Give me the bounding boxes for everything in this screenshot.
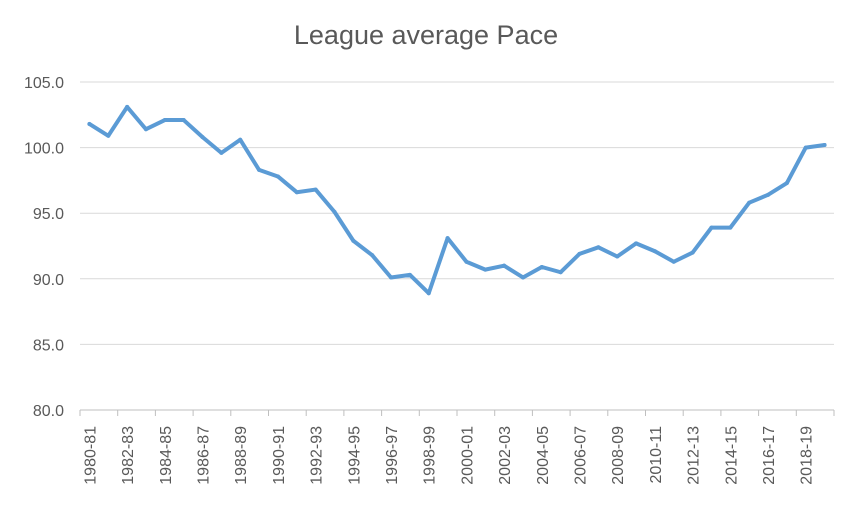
data-point xyxy=(596,245,601,250)
data-point xyxy=(520,275,525,280)
data-point xyxy=(803,145,808,150)
chart-title: League average Pace xyxy=(294,20,558,50)
y-tick-label: 80.0 xyxy=(33,403,64,420)
data-point xyxy=(483,267,488,272)
x-tick-label: 2006-07 xyxy=(573,426,590,485)
data-point xyxy=(766,192,771,197)
x-axis xyxy=(79,409,835,416)
data-point xyxy=(577,251,582,256)
data-point xyxy=(728,225,733,230)
y-tick-label: 95.0 xyxy=(33,206,64,223)
series-layer xyxy=(87,104,827,296)
data-point xyxy=(389,275,394,280)
data-point xyxy=(615,254,620,259)
data-point xyxy=(125,104,130,109)
series-line xyxy=(87,104,827,296)
data-point xyxy=(652,249,657,254)
x-tick-label: 2014-15 xyxy=(723,426,740,485)
x-tick-label: 2018-19 xyxy=(799,426,816,485)
x-tick-label: 2000-01 xyxy=(459,426,476,485)
data-point xyxy=(634,241,639,246)
x-tick-label: 1990-91 xyxy=(271,426,288,485)
x-tick-label: 1994-95 xyxy=(346,426,363,485)
data-point xyxy=(690,250,695,255)
data-point xyxy=(539,264,544,269)
data-point xyxy=(445,236,450,241)
x-tick-label: 1996-97 xyxy=(384,426,401,485)
data-point xyxy=(464,259,469,264)
data-point xyxy=(181,118,186,123)
data-point xyxy=(709,225,714,230)
x-axis-tick-labels: 1980-81 1982-83 1984-85 1986-87 1988-89 1990-… xyxy=(82,426,815,485)
y-tick-label: 105.0 xyxy=(24,75,64,92)
x-tick-label: 1998-99 xyxy=(422,426,439,485)
y-tick-label: 85.0 xyxy=(33,337,64,354)
data-point xyxy=(238,137,243,142)
data-point xyxy=(671,259,676,264)
x-tick-label: 2010-11 xyxy=(648,426,665,484)
data-point xyxy=(502,263,507,268)
x-tick-label: 1992-93 xyxy=(309,426,326,485)
x-tick-label: 1980-81 xyxy=(82,426,99,485)
data-point xyxy=(822,142,827,147)
data-point xyxy=(332,209,337,214)
data-point xyxy=(106,133,111,138)
data-point xyxy=(407,272,412,277)
data-point xyxy=(200,135,205,140)
x-tick-label: 1982-83 xyxy=(120,426,137,485)
data-point xyxy=(219,150,224,155)
x-tick-label: 2004-05 xyxy=(535,426,552,485)
y-axis-tick-labels: 80.0 85.0 90.0 95.0 100.0 105.0 xyxy=(24,75,64,420)
x-tick-label: 1986-87 xyxy=(196,426,213,485)
data-point xyxy=(351,238,356,243)
x-tick-label: 2016-17 xyxy=(761,426,778,485)
data-point xyxy=(558,270,563,275)
y-tick-label: 90.0 xyxy=(33,272,64,289)
x-tick-label: 1988-89 xyxy=(233,426,250,485)
data-point xyxy=(87,121,92,126)
data-point xyxy=(426,291,431,296)
data-point xyxy=(784,181,789,186)
gridlines xyxy=(80,81,834,345)
data-point xyxy=(162,118,167,123)
data-point xyxy=(747,200,752,205)
y-tick-label: 100.0 xyxy=(24,141,64,158)
data-point xyxy=(257,167,262,172)
data-point xyxy=(313,187,318,192)
data-point xyxy=(143,127,148,132)
x-tick-label: 2012-13 xyxy=(686,426,703,485)
data-point xyxy=(275,174,280,179)
x-tick-label: 2002-03 xyxy=(497,426,514,485)
x-tick-label: 1984-85 xyxy=(158,426,175,485)
x-tick-label: 2008-09 xyxy=(610,426,627,485)
data-point xyxy=(294,190,299,195)
data-point xyxy=(370,253,375,258)
